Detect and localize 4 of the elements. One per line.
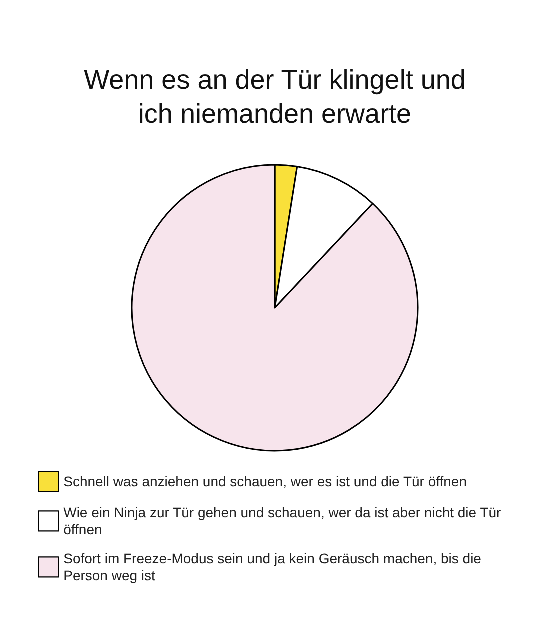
legend-label: Sofort im Freeze-Modus sein und ja kein Geräusch machen, bis die Person weg ist — [64, 550, 486, 584]
legend-label: Schnell was anziehen und schauen, wer es ist und die Tür öffnen — [64, 474, 468, 490]
legend-label: Wie ein Ninja zur Tür gehen und schauen, wer da ist aber nicht die Tür öffnen — [64, 504, 506, 538]
chart-title: Wenn es an der Tür klingelt und ich niemanden erwarte — [84, 65, 466, 129]
